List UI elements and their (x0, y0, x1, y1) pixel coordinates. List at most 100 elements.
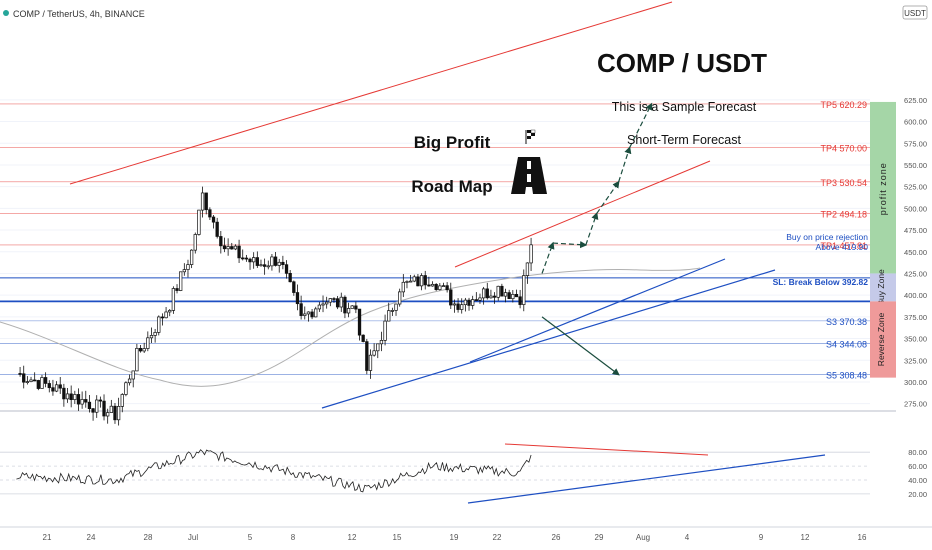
date-tick-label: 24 (87, 533, 96, 542)
candle-down (33, 372, 37, 382)
candle-body (29, 379, 33, 382)
date-tick-label: 21 (43, 533, 52, 542)
candle-down (36, 379, 40, 391)
candle-body (189, 249, 194, 265)
candle-up (441, 282, 446, 288)
candle-up (54, 381, 59, 393)
candle-body (303, 313, 307, 316)
date-tick-label: 19 (450, 533, 459, 542)
candle-down (58, 376, 62, 394)
candle-up (339, 292, 343, 312)
currency-badge[interactable]: USDT (902, 5, 928, 20)
candle-body (430, 283, 435, 287)
candle-up (478, 293, 482, 304)
upper-channel-line (69, 1, 673, 185)
candle-up (452, 299, 457, 313)
candle-body (357, 308, 362, 336)
candle-up (182, 263, 186, 276)
currency-label: USDT (904, 9, 926, 18)
candle-up (146, 331, 150, 352)
candle-body (106, 412, 110, 417)
candle-body (171, 288, 176, 311)
candle-up (189, 249, 194, 269)
candle-body (164, 311, 168, 319)
candle-body (65, 393, 70, 400)
candle-down (445, 282, 449, 293)
candle-up (226, 238, 230, 256)
date-tick-label: 8 (291, 533, 296, 542)
forecast-arrow (596, 180, 620, 214)
candle-body (157, 316, 161, 333)
candle-body (376, 343, 380, 352)
candle-body (492, 295, 497, 298)
date-tick-label: 9 (759, 533, 764, 542)
candle-body (109, 405, 113, 413)
roadmap-line1: Big Profit (414, 133, 491, 152)
candle-down (175, 284, 179, 294)
rising-resistance-line (454, 160, 711, 268)
candle-body (113, 405, 117, 421)
candle-down (113, 403, 117, 424)
candle-body (25, 381, 30, 383)
candle-up (65, 388, 70, 403)
candle-body (518, 296, 522, 305)
candle-body (408, 280, 413, 283)
level-label: TP1 457.81 (820, 241, 867, 251)
candle-body (299, 303, 303, 316)
candle-up (503, 288, 508, 303)
price-tick-label: 325.00 (904, 356, 927, 365)
candle-down (518, 289, 522, 309)
candle-up (233, 244, 238, 251)
candle-body (292, 281, 296, 293)
candle-body (481, 288, 486, 299)
candle-up (153, 328, 157, 343)
candle-body (288, 273, 292, 283)
candle-up (529, 237, 533, 272)
date-axis: 21 24 28 Jul 5 8 12 15 19 22 26 29 Aug 4 9 12 16 (0, 526, 932, 542)
candle-body (478, 297, 482, 301)
candle-body (241, 257, 245, 260)
forecast-arrow (552, 241, 588, 249)
candle-body (91, 408, 95, 413)
candle-down (98, 396, 103, 408)
reverse-zone-label: Reverse Zone (876, 313, 886, 367)
candle-body (379, 340, 384, 345)
price-tick-label: 450.00 (904, 248, 927, 257)
candle-up (259, 259, 263, 267)
level-label: TP3 530.54 (820, 178, 867, 188)
price-axis: 625.00 600.00 575.00 550.00 525.00 500.00 475.… (896, 22, 932, 550)
reverse-zone: Reverse Zone (870, 301, 896, 378)
candle-body (160, 316, 165, 319)
candle-up (346, 302, 351, 318)
candle-up (496, 285, 500, 301)
candle-body (142, 348, 146, 352)
candle-body (401, 281, 405, 293)
candle-up (73, 390, 77, 404)
rising-support-line (469, 258, 726, 363)
candle-down (51, 379, 55, 396)
candle-down (284, 260, 289, 279)
candle-body (514, 293, 519, 298)
roadmap-block: Big Profit Road Map (411, 129, 547, 196)
candle-body (463, 299, 468, 306)
chart-header: COMP / TetherUS, 4h, BINANCE (3, 9, 145, 19)
rsi-tick-label: 20.00 (908, 490, 927, 499)
candle-body (233, 245, 238, 250)
headline-title: COMP / USDT (597, 48, 767, 78)
candle-body (131, 370, 135, 380)
forecast-arrow (629, 102, 653, 148)
candle-down (273, 252, 278, 267)
candle-body (186, 264, 190, 270)
candle-down (138, 344, 143, 353)
candle-body (321, 303, 325, 306)
candle-down (456, 298, 460, 313)
date-tick-label: Aug (636, 533, 650, 542)
candle-down (160, 313, 165, 326)
candle-body (270, 256, 274, 267)
candle-body (295, 292, 300, 305)
candle-body (423, 275, 427, 286)
level-label: S3 370.38 (826, 317, 867, 327)
price-tick-label: 550.00 (904, 161, 927, 170)
forecast-layer (541, 102, 653, 376)
candle-body (135, 347, 139, 372)
